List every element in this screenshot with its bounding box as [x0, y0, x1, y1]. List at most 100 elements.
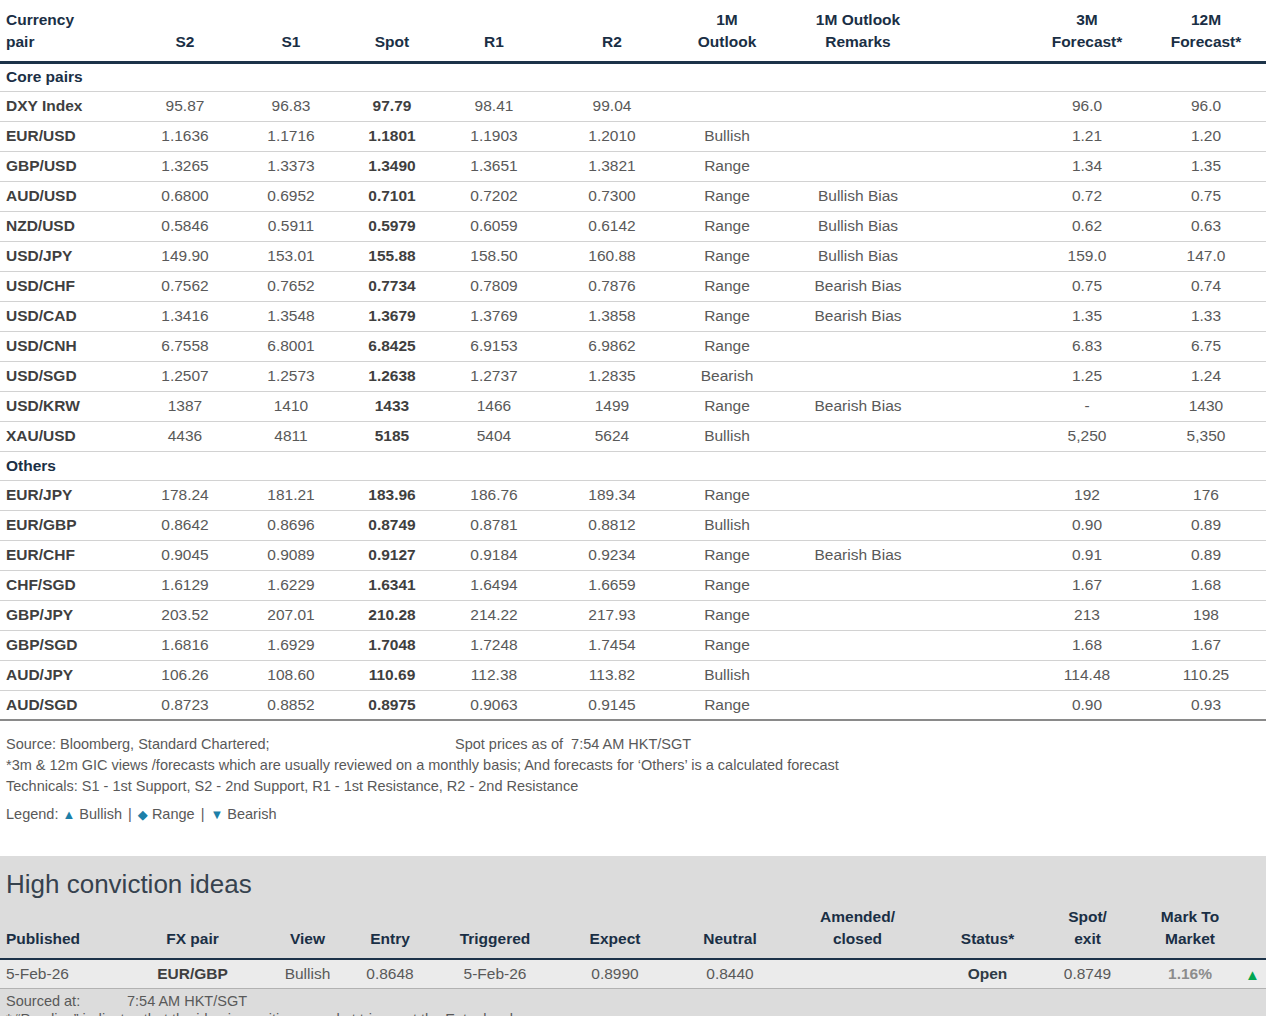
pair-name: DXY Index [0, 91, 132, 121]
spot-value: 0.7734 [344, 271, 440, 301]
fx-row: XAU/USD44364811518554045624Bullish5,2505… [0, 421, 1266, 451]
fx-column-header: 12MForecast* [1146, 0, 1266, 62]
spacer [938, 241, 1028, 271]
outlook-remarks [778, 421, 938, 451]
r1-value: 1466 [440, 391, 548, 421]
forecast-12m: 0.75 [1146, 181, 1266, 211]
fx-row: USD/CHF0.75620.76520.77340.78090.7876Ran… [0, 271, 1266, 301]
spacer [938, 91, 1028, 121]
section-header-row: Others [0, 451, 1266, 480]
outlook-value: Range [676, 331, 778, 361]
r2-value: 1.6659 [548, 570, 676, 600]
outlook-remarks: Bearish Bias [778, 540, 938, 570]
forecast-3m: 192 [1028, 480, 1146, 510]
spacer [938, 391, 1028, 421]
s2-value: 0.8642 [132, 510, 238, 540]
mtm-up-triangle-icon: ▲ [1245, 959, 1266, 989]
outlook-value: Range [676, 600, 778, 630]
r1-value: 98.41 [440, 91, 548, 121]
r2-value: 1.7454 [548, 630, 676, 660]
forecast-3m: 159.0 [1028, 241, 1146, 271]
forecast-3m: 1.21 [1028, 121, 1146, 151]
hc-idea-row: 5-Feb-26 EUR/GBP Bullish 0.8648 5-Feb-26… [0, 959, 1266, 989]
forecast-12m: 1.33 [1146, 301, 1266, 331]
s2-value: 0.9045 [132, 540, 238, 570]
s2-value: 95.87 [132, 91, 238, 121]
s1-value: 1.6929 [238, 630, 344, 660]
fx-column-header: R2 [548, 0, 676, 62]
forecast-3m: 0.72 [1028, 181, 1146, 211]
forecast-12m: 0.93 [1146, 690, 1266, 720]
spot-asof-time: 7:54 AM HKT/SGT [571, 736, 691, 752]
source-line: Source: Bloomberg, Standard Chartered;Sp… [6, 734, 1266, 755]
legend-item-label: Bullish [79, 806, 122, 822]
r1-value: 0.6059 [440, 211, 548, 241]
fx-column-header: 3MForecast* [1028, 0, 1146, 62]
forecast-12m: 1430 [1146, 391, 1266, 421]
forecast-12m: 1.20 [1146, 121, 1266, 151]
s1-value: 153.01 [238, 241, 344, 271]
spot-value: 155.88 [344, 241, 440, 271]
s1-value: 181.21 [238, 480, 344, 510]
r2-value: 113.82 [548, 660, 676, 690]
forecast-3m: 6.83 [1028, 331, 1146, 361]
hc-fx-pair: EUR/GBP [110, 959, 275, 989]
legend-item: ▼ Bearish [210, 806, 276, 822]
hc-column-header [1245, 900, 1266, 959]
r1-value: 1.3769 [440, 301, 548, 331]
spot-value: 0.5979 [344, 211, 440, 241]
s1-value: 0.7652 [238, 271, 344, 301]
pair-name: USD/CNH [0, 331, 132, 361]
outlook-remarks [778, 331, 938, 361]
pair-name: USD/JPY [0, 241, 132, 271]
fx-row: USD/CAD1.34161.35481.36791.37691.3858Ran… [0, 301, 1266, 331]
pair-name: EUR/USD [0, 121, 132, 151]
fx-row: GBP/USD1.32651.33731.34901.36511.3821Ran… [0, 151, 1266, 181]
outlook-value: Range [676, 301, 778, 331]
forecast-12m: 1.67 [1146, 630, 1266, 660]
forecast-12m: 1.35 [1146, 151, 1266, 181]
fx-row: CHF/SGD1.61291.62291.63411.64941.6659Ran… [0, 570, 1266, 600]
spacer [938, 301, 1028, 331]
outlook-value: Range [676, 391, 778, 421]
s1-value: 108.60 [238, 660, 344, 690]
outlook-value [676, 91, 778, 121]
sourced-at-line: Sourced at:7:54 AM HKT/SGT [0, 989, 1266, 1009]
spacer [938, 0, 1028, 62]
forecast-3m: 1.67 [1028, 570, 1146, 600]
hc-column-header: FX pair [110, 900, 275, 959]
s1-value: 1410 [238, 391, 344, 421]
forecast-12m: 6.75 [1146, 331, 1266, 361]
spacer [938, 181, 1028, 211]
outlook-remarks: Bullish Bias [778, 241, 938, 271]
r1-value: 1.7248 [440, 630, 548, 660]
r2-value: 0.6142 [548, 211, 676, 241]
spot-value: 210.28 [344, 600, 440, 630]
forecast-3m: 5,250 [1028, 421, 1146, 451]
spot-value: 110.69 [344, 660, 440, 690]
r1-value: 1.6494 [440, 570, 548, 600]
spot-value: 6.8425 [344, 331, 440, 361]
forecast-12m: 5,350 [1146, 421, 1266, 451]
outlook-value: Range [676, 480, 778, 510]
fx-row: GBP/SGD1.68161.69291.70481.72481.7454Ran… [0, 630, 1266, 660]
pair-name: AUD/USD [0, 181, 132, 211]
outlook-remarks [778, 510, 938, 540]
s2-value: 203.52 [132, 600, 238, 630]
hc-column-header: Spot/exit [1040, 900, 1135, 959]
fx-column-header: 1M OutlookRemarks [778, 0, 938, 62]
r2-value: 0.9234 [548, 540, 676, 570]
fx-row: EUR/CHF0.90450.90890.91270.91840.9234Ran… [0, 540, 1266, 570]
legend: Legend: ▲ Bullish|◆ Range|▼ Bearish [6, 804, 1266, 825]
r2-value: 1499 [548, 391, 676, 421]
outlook-remarks [778, 690, 938, 720]
outlook-remarks [778, 151, 938, 181]
spacer [938, 121, 1028, 151]
r2-value: 0.7300 [548, 181, 676, 211]
outlook-remarks [778, 660, 938, 690]
s1-value: 0.6952 [238, 181, 344, 211]
outlook-remarks [778, 600, 938, 630]
spot-asof-label: Spot prices as of [455, 736, 563, 752]
forecast-note: *3m & 12m GIC views /forecasts which are… [6, 755, 1266, 776]
s1-value: 1.3548 [238, 301, 344, 331]
